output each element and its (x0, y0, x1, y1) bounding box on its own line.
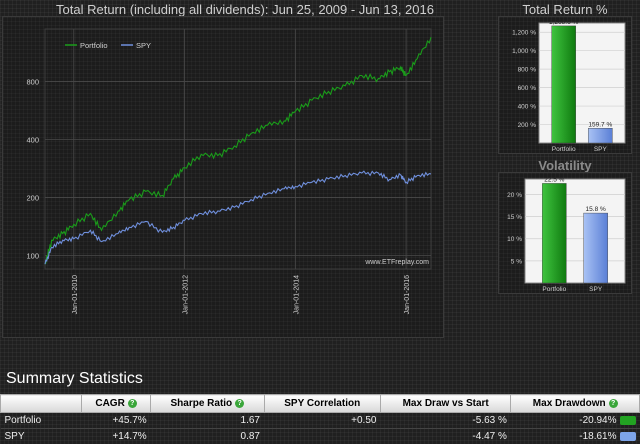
y-tick-label: 800 % (518, 67, 537, 74)
corr-value (264, 428, 381, 444)
y-tick-label: 100 (26, 251, 39, 260)
corr-value: +0.50 (264, 412, 381, 429)
bar-spy (588, 128, 613, 144)
data-label: 15.8 % (586, 206, 606, 213)
x-tick-label: Jan-01-2014 (293, 275, 300, 314)
maxdd-value: -20.94% (579, 415, 617, 426)
legend: Portfolio SPY (65, 41, 151, 50)
header-maxdd[interactable]: Max Drawdown? (510, 394, 640, 413)
help-icon[interactable]: ? (608, 398, 618, 408)
maxdd-cell: -18.61% (510, 428, 640, 444)
series-line-portfolio (44, 37, 432, 265)
y-tick-label: 400 (26, 136, 39, 145)
y-tick-label: 5 % (511, 258, 522, 265)
row-name: Portfolio (0, 412, 82, 429)
data-label: 22.5 % (544, 176, 564, 183)
sharpe-value: 0.87 (150, 428, 264, 444)
cagr-value: +14.7% (81, 428, 151, 444)
header-cagr[interactable]: CAGR? (80, 394, 152, 413)
volatility-bar-chart: 5 % 10 % 15 % 20 % 22.5 % Portfolio 15.8 % SPY (507, 176, 626, 293)
total-return-panel: 200 % 400 % 600 % 800 % 1,000 % 1,200 % 1,268.… (498, 16, 632, 154)
watermark: www.ETFreplay.com (364, 259, 429, 266)
volatility-panel: 5 % 10 % 15 % 20 % 22.5 % Portfolio 15.8 % SPY (498, 172, 632, 294)
x-tick-label: SPY (589, 286, 603, 293)
x-tick-label: Portfolio (552, 146, 576, 153)
bar-portfolio (542, 183, 567, 284)
row-name: SPY (0, 428, 82, 444)
help-icon[interactable]: ? (127, 398, 137, 408)
main-chart-title: Total Return (including all dividends): … (56, 2, 434, 17)
x-axis-ticks: Jan-01-2010 Jan-01-2012 Jan-01-2014 Jan-01-… (72, 275, 411, 314)
grid (44, 28, 432, 270)
maxdraw-start-value: -4.47 % (380, 428, 511, 444)
summary-table: CAGR? Sharpe Ratio? SPY Correlation Max … (0, 394, 640, 444)
header-maxdraw-start: Max Draw vs Start (379, 394, 512, 413)
sharpe-value: 1.67 (150, 412, 264, 429)
maxdd-value: -18.61% (579, 431, 617, 442)
y-tick-label: 1,000 % (512, 48, 536, 55)
y-tick-label: 200 % (518, 122, 537, 129)
summary-title: Summary Statistics (6, 370, 143, 387)
y-tick-label: 600 % (518, 85, 537, 92)
data-label: 159.7 % (588, 121, 612, 128)
header-corr: SPY Correlation (263, 394, 381, 413)
maxdraw-start-value: -5.63 % (380, 412, 511, 429)
x-tick-label: Portfolio (542, 286, 566, 293)
x-tick-label: Jan-01-2012 (183, 275, 190, 314)
legend-label: SPY (136, 41, 151, 50)
x-tick-label: SPY (594, 146, 608, 153)
help-icon[interactable]: ? (235, 398, 245, 408)
line-chart-panel: 100 200 400 800 Jan-01-2010 Jan-01-2012 Jan-0… (2, 16, 444, 338)
y-tick-label: 800 (26, 78, 39, 87)
bar-spy (583, 212, 608, 284)
plot-area (44, 28, 432, 270)
y-tick-label: 15 % (507, 214, 522, 221)
x-tick-label: Jan-01-2010 (72, 275, 79, 314)
drawdown-swatch (619, 415, 636, 425)
header-name (0, 394, 82, 413)
header-sharpe[interactable]: Sharpe Ratio? (150, 394, 265, 413)
maxdd-cell: -20.94% (510, 412, 640, 429)
volatility-title: Volatility (538, 158, 592, 173)
plot-area (524, 178, 626, 284)
y-tick-label: 1,200 % (512, 30, 536, 37)
total-return-title: Total Return % (522, 2, 608, 17)
y-tick-label: 200 (26, 193, 39, 202)
y-tick-label: 400 % (518, 104, 537, 111)
y-axis-ticks: 100 200 400 800 (26, 78, 39, 261)
series-line-spy (44, 170, 432, 265)
summary-header-row: CAGR? Sharpe Ratio? SPY Correlation Max … (0, 394, 640, 413)
x-tick-label: Jan-01-2016 (404, 275, 411, 314)
total-return-bar-chart: 200 % 400 % 600 % 800 % 1,000 % 1,200 % 1,268.… (512, 19, 626, 153)
drawdown-swatch (619, 431, 636, 441)
legend-label: Portfolio (80, 41, 108, 50)
y-tick-label: 20 % (507, 192, 522, 199)
cagr-value: +45.7% (81, 412, 151, 429)
table-row: Portfolio +45.7% 1.67 +0.50 -5.63 % -20.… (0, 412, 640, 429)
y-tick-label: 10 % (507, 236, 522, 243)
bar-portfolio (551, 25, 576, 144)
table-row: SPY +14.7% 0.87 -4.47 % -18.61% (0, 428, 640, 444)
data-label: 1,268.6 % (549, 19, 578, 26)
series-lines (44, 37, 432, 265)
